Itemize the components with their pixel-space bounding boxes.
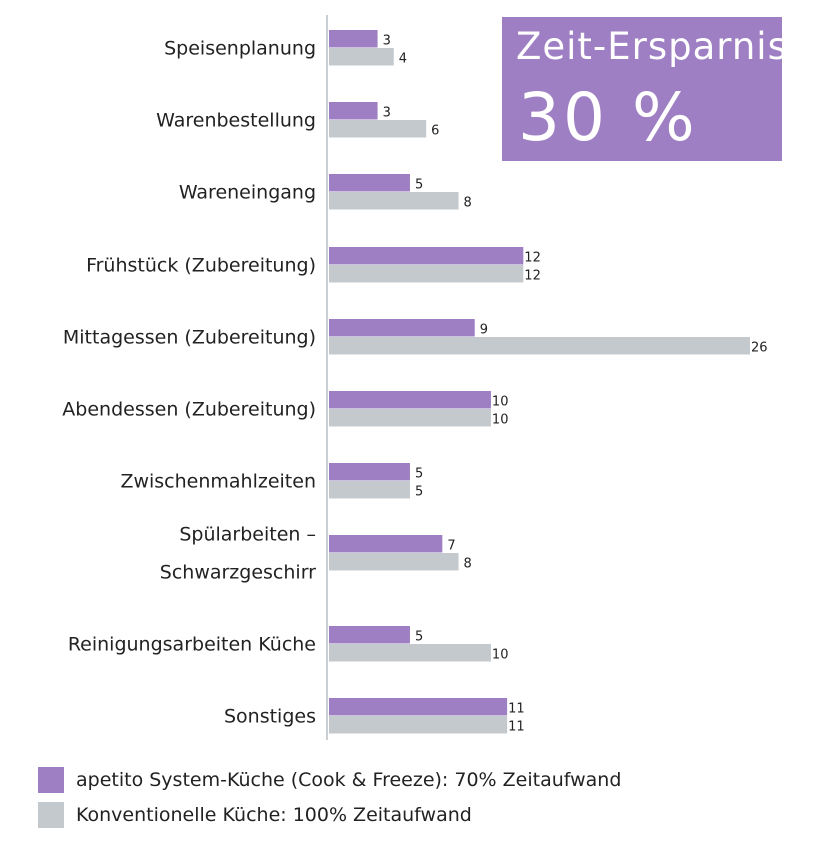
data-label: 5 [415, 178, 423, 193]
bar-konventionell [329, 265, 524, 283]
bar-konventionell [329, 120, 427, 138]
bar-konventionell [329, 481, 410, 499]
bar-apetito [329, 174, 410, 192]
savings-title: Zeit-Ersparnis: [516, 25, 802, 68]
category-label: Schwarzgeschirr [160, 562, 316, 584]
category-label: Sonstiges [224, 706, 316, 728]
bar-apetito [329, 102, 378, 120]
bar-apetito [329, 391, 491, 409]
bar-konventionell [329, 644, 491, 662]
data-label: 9 [480, 323, 488, 338]
bar-apetito [329, 319, 475, 337]
category-label: Reinigungsarbeiten Küche [68, 634, 316, 656]
bar-apetito [329, 30, 378, 48]
data-label: 10 [492, 413, 509, 428]
data-label: 8 [464, 557, 472, 572]
bar-konventionell [329, 337, 750, 355]
data-label: 10 [492, 395, 509, 410]
data-label: 10 [492, 648, 509, 663]
category-label: Abendessen (Zubereitung) [62, 399, 316, 421]
data-label: 6 [431, 124, 439, 139]
bar-apetito [329, 247, 524, 265]
data-label: 5 [415, 467, 423, 482]
category-label: Frühstück (Zubereitung) [86, 255, 316, 277]
data-label: 3 [383, 34, 391, 49]
legend-item-apetito: apetito System-Küche (Cook & Freeze): 70… [38, 767, 621, 793]
legend-swatch [38, 767, 64, 793]
data-label: 7 [447, 539, 455, 554]
bar-konventionell [329, 553, 459, 571]
data-label: 8 [464, 196, 472, 211]
category-label: Zwischenmahlzeiten [120, 471, 316, 493]
category-label: Wareneingang [179, 182, 316, 204]
bar-konventionell [329, 716, 508, 734]
bar-apetito [329, 626, 410, 644]
bar-apetito [329, 698, 508, 716]
savings-annotation: Zeit-Ersparnis: 30 % [502, 17, 800, 161]
category-label: Mittagessen (Zubereitung) [63, 327, 316, 349]
data-label: 5 [415, 485, 423, 500]
data-label: 11 [508, 702, 525, 717]
data-label: 3 [383, 106, 391, 121]
legend-item-konventionell: Konventionelle Küche: 100% Zeitaufwand [38, 802, 472, 828]
bar-konventionell [329, 192, 459, 210]
data-label: 12 [524, 251, 541, 266]
category-label: Speisenplanung [164, 38, 316, 60]
legend-swatch [38, 802, 64, 828]
bar-apetito [329, 463, 410, 481]
data-label: 5 [415, 630, 423, 645]
legend-label: apetito System-Küche (Cook & Freeze): 70… [76, 769, 622, 791]
category-label: Warenbestellung [156, 110, 316, 132]
bar-apetito [329, 535, 443, 553]
data-label: 12 [524, 269, 541, 284]
savings-value: 30 % [518, 79, 698, 156]
data-label: 4 [399, 52, 407, 67]
bar-konventionell [329, 409, 491, 427]
data-label: 26 [751, 341, 768, 356]
data-label: 11 [508, 720, 525, 735]
bar-konventionell [329, 48, 394, 66]
category-label: Spülarbeiten – [179, 524, 316, 546]
legend-label: Konventionelle Küche: 100% Zeitaufwand [76, 804, 472, 826]
